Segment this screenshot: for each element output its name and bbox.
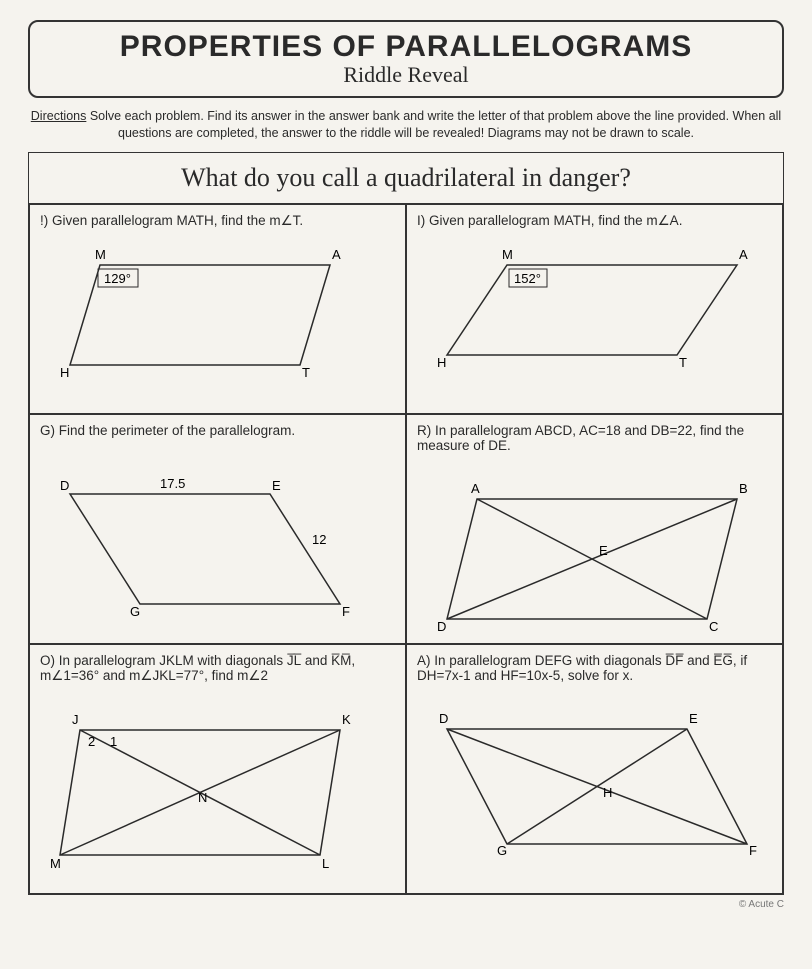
title-box: PROPERTIES OF PARALLELOGRAMS Riddle Reve…: [28, 20, 784, 98]
vertex-e: E: [272, 478, 281, 493]
directions-text: Solve each problem. Find its answer in t…: [90, 109, 781, 140]
vertex-g: G: [130, 604, 140, 619]
vertex-e: E: [599, 543, 608, 558]
subtitle: Riddle Reveal: [44, 62, 768, 88]
cell-5: O) In parallelogram JKLM with diagonals …: [29, 644, 406, 894]
vertex-a: A: [471, 481, 480, 496]
parallelogram-math-2: M A H T 152°: [417, 235, 757, 395]
vertex-f: F: [749, 843, 757, 858]
riddle-question: What do you call a quadrilateral in dang…: [43, 163, 769, 193]
directions: Directions Solve each problem. Find its …: [28, 108, 784, 142]
cell-5-prompt: O) In parallelogram JKLM with diagonals …: [40, 653, 395, 684]
cell-1: !) Given parallelogram MATH, find the m∠…: [29, 204, 406, 414]
cell-3: G) Find the perimeter of the parallelogr…: [29, 414, 406, 644]
cell-2: I) Given parallelogram MATH, find the m∠…: [406, 204, 783, 414]
vertex-d: D: [60, 478, 69, 493]
cell-4-prompt: R) In parallelogram ABCD, AC=18 and DB=2…: [417, 423, 772, 453]
angle-2: 2: [88, 734, 95, 749]
cell-3-prompt: G) Find the perimeter of the parallelogr…: [40, 423, 395, 438]
side-right: 12: [312, 532, 326, 547]
directions-label: Directions: [31, 109, 87, 123]
angle-152: 152°: [514, 271, 541, 286]
vertex-m: M: [95, 247, 106, 262]
parallelogram-jklm: J K L M N 1 2: [40, 690, 380, 870]
side-top: 17.5: [160, 476, 185, 491]
vertex-b: B: [739, 481, 748, 496]
cell-2-prompt: I) Given parallelogram MATH, find the m∠…: [417, 213, 772, 229]
cell-4: R) In parallelogram ABCD, AC=18 and DB=2…: [406, 414, 783, 644]
vertex-h: H: [60, 365, 69, 380]
footer-copyright: © Acute C: [28, 895, 784, 910]
vertex-l: L: [322, 856, 329, 870]
parallelogram-abcd: A B C D E: [417, 459, 757, 639]
vertex-t: T: [302, 365, 310, 380]
vertex-m: M: [502, 247, 513, 262]
main-title: PROPERTIES OF PARALLELOGRAMS: [44, 30, 768, 64]
vertex-h: H: [437, 355, 446, 370]
cell-6: A) In parallelogram DEFG with diagonals …: [406, 644, 783, 894]
cell-1-prompt: !) Given parallelogram MATH, find the m∠…: [40, 213, 395, 229]
vertex-a: A: [332, 247, 341, 262]
vertex-j: J: [72, 712, 79, 727]
vertex-m: M: [50, 856, 61, 870]
vertex-h: H: [603, 785, 612, 800]
angle-1: 1: [110, 734, 117, 749]
vertex-c: C: [709, 619, 718, 634]
vertex-g: G: [497, 843, 507, 858]
problem-grid: !) Given parallelogram MATH, find the m∠…: [28, 203, 784, 895]
cell-6-prompt: A) In parallelogram DEFG with diagonals …: [417, 653, 772, 683]
vertex-a: A: [739, 247, 748, 262]
vertex-k: K: [342, 712, 351, 727]
vertex-f: F: [342, 604, 350, 619]
vertex-d: D: [437, 619, 446, 634]
vertex-e: E: [689, 711, 698, 726]
vertex-d: D: [439, 711, 448, 726]
angle-129: 129°: [104, 271, 131, 286]
vertex-n: N: [198, 790, 207, 805]
parallelogram-math-1: M A H T 129°: [40, 235, 380, 395]
vertex-t: T: [679, 355, 687, 370]
parallelogram-defg: D E F G 17.5 12: [40, 444, 380, 624]
parallelogram-defg-diag: D E F G H: [417, 689, 757, 859]
riddle-box: What do you call a quadrilateral in dang…: [28, 152, 784, 203]
